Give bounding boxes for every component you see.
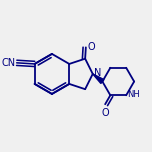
- Text: O: O: [88, 42, 95, 52]
- Text: N: N: [94, 68, 102, 78]
- Polygon shape: [93, 74, 104, 83]
- Text: O: O: [101, 108, 109, 118]
- Text: CN: CN: [2, 58, 16, 68]
- Text: NH: NH: [128, 90, 140, 99]
